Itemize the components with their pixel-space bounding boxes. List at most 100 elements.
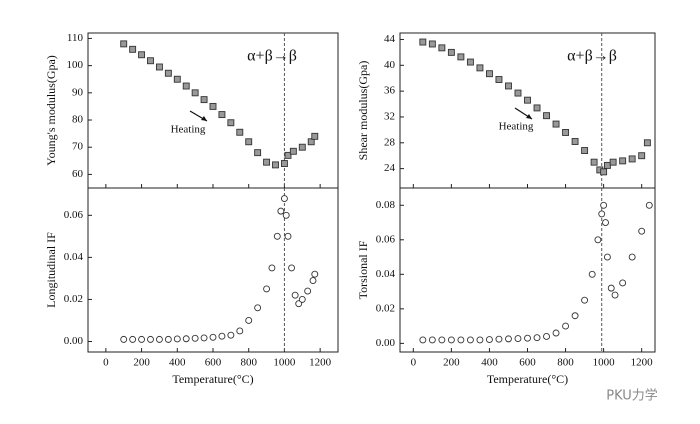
square-marker	[289, 147, 297, 155]
circle-marker	[466, 336, 474, 344]
circle-marker	[173, 335, 181, 343]
square-marker	[120, 40, 128, 48]
y-tick-label: 60	[72, 168, 84, 180]
y-tick-label: 80	[72, 114, 84, 126]
circle-marker	[603, 253, 611, 261]
square-marker	[457, 53, 465, 61]
square-marker	[182, 82, 190, 90]
x-tick-label: 200	[133, 357, 150, 369]
circle-marker	[588, 270, 596, 278]
circle-marker	[200, 334, 208, 342]
circle-marker	[495, 335, 503, 343]
x-tick-label: 800	[240, 357, 257, 369]
circle-marker	[619, 279, 627, 287]
square-marker	[533, 104, 541, 112]
square-marker	[485, 70, 493, 78]
circle-marker	[607, 284, 615, 292]
circle-marker	[245, 317, 253, 324]
circle-marker	[571, 312, 579, 320]
circle-marker	[562, 322, 570, 330]
square-marker	[200, 96, 208, 104]
circle-marker	[311, 270, 319, 278]
square-marker	[263, 158, 271, 166]
circle-marker	[227, 331, 235, 339]
square-marker	[600, 168, 608, 176]
circle-marker	[218, 332, 226, 340]
circle-marker	[476, 336, 484, 344]
circle-marker	[457, 336, 465, 344]
x-tick-label: 1200	[309, 357, 332, 369]
square-marker	[643, 139, 651, 147]
circle-marker	[254, 304, 262, 312]
circle-marker	[164, 335, 172, 343]
circle-marker	[581, 296, 589, 304]
y-axis-label: Shear modulus(Gpa)	[356, 61, 370, 161]
circle-marker	[514, 335, 522, 342]
x-tick-label: 200	[443, 357, 460, 369]
circle-marker	[638, 227, 646, 235]
square-marker	[284, 151, 292, 159]
y-tick-label: 0.02	[376, 302, 395, 314]
square-marker	[129, 45, 137, 53]
square-marker	[543, 112, 550, 120]
y-tick-label: 90	[72, 86, 84, 98]
square-marker	[581, 147, 589, 154]
circle-marker	[505, 335, 512, 343]
circle-marker	[182, 335, 190, 343]
y-tick-label: 36	[384, 85, 396, 97]
square-marker	[298, 143, 306, 151]
arrow-head	[201, 116, 207, 121]
y-tick-label: 70	[72, 141, 84, 153]
square-marker	[138, 51, 146, 59]
square-marker	[619, 157, 627, 165]
square-marker	[628, 155, 636, 163]
square-marker	[280, 160, 288, 167]
circle-marker	[291, 291, 299, 299]
square-marker	[603, 161, 611, 169]
circle-marker	[191, 334, 199, 342]
circle-marker	[273, 232, 281, 240]
square-marker	[552, 120, 560, 128]
arrow-head	[526, 114, 532, 119]
y-axis-label: Longitudinal IF	[44, 232, 58, 308]
circle-marker	[645, 201, 653, 209]
square-marker	[147, 57, 154, 65]
annotation: α+β→β	[247, 48, 297, 65]
y-tick-label: 0.04	[376, 268, 396, 280]
x-tick-label: 400	[169, 357, 186, 369]
square-marker	[428, 40, 436, 48]
square-marker	[562, 129, 570, 136]
circle-marker	[277, 207, 285, 215]
x-tick-label: 400	[481, 357, 498, 369]
circle-marker	[284, 232, 292, 240]
square-marker	[609, 158, 617, 166]
x-tick-label: 1000	[593, 357, 616, 369]
x-axis-label: Temperature(°C)	[172, 372, 253, 386]
y-tick-label: 0.04	[64, 251, 84, 263]
square-marker	[638, 152, 646, 160]
plot-frame	[87, 187, 339, 353]
circle-marker	[129, 335, 137, 343]
square-marker	[447, 48, 455, 56]
y-tick-label: 0.06	[376, 233, 396, 245]
x-tick-label: 1000	[273, 357, 296, 369]
circle-marker	[628, 253, 636, 261]
square-marker	[307, 138, 315, 146]
circle-marker	[602, 219, 609, 226]
y-axis-label: Torsional IF	[356, 240, 370, 299]
x-tick-label: 0	[103, 357, 109, 369]
square-marker	[245, 138, 253, 146]
square-marker	[209, 102, 217, 110]
square-marker	[495, 76, 503, 83]
square-marker	[505, 82, 512, 90]
annotation: α+β→β	[567, 48, 617, 65]
watermark: PKU力学	[606, 388, 658, 404]
heating-label: Heating	[171, 124, 206, 136]
circle-marker	[419, 336, 427, 344]
square-marker	[524, 96, 531, 104]
y-axis-label: Young's modulus(Gpa)	[44, 55, 58, 166]
circle-marker	[138, 335, 146, 343]
circle-marker	[428, 336, 436, 344]
y-tick-label: 0.00	[376, 337, 396, 349]
